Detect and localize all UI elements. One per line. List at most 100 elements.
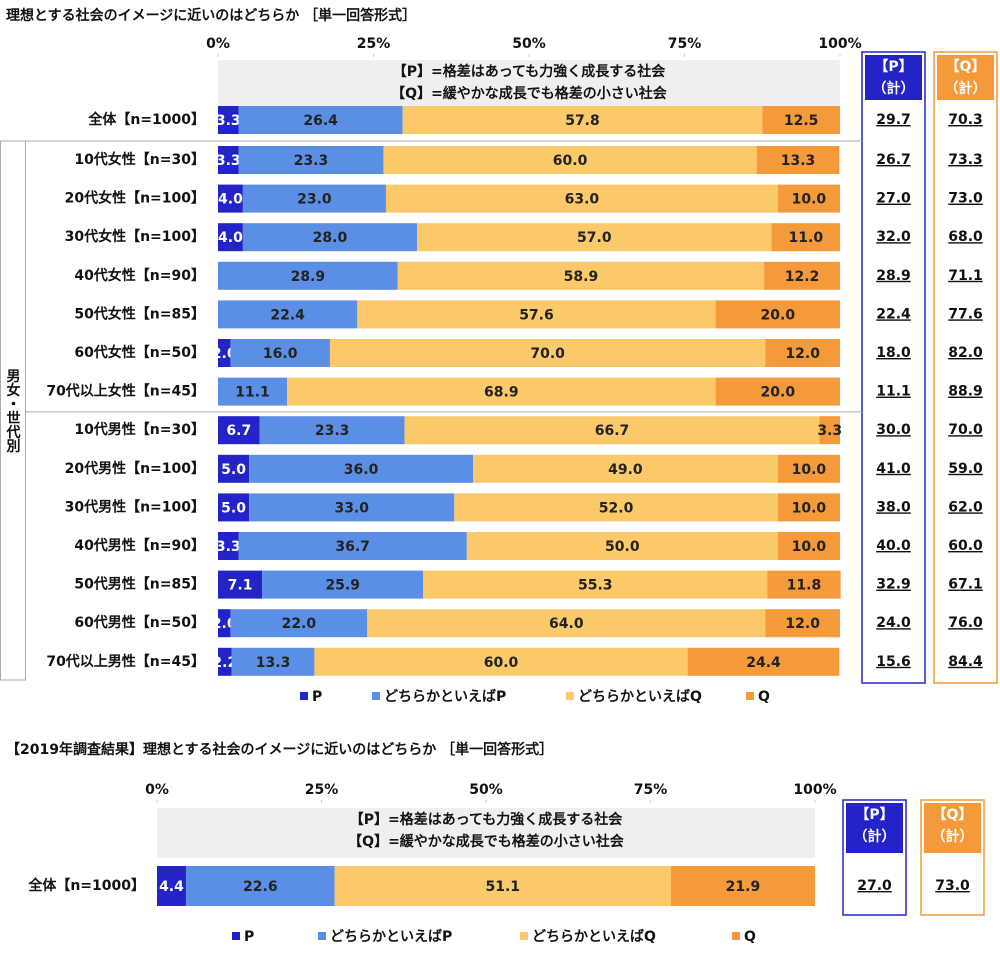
- total-value: 26.7: [876, 152, 911, 168]
- bar-segment: [762, 106, 840, 134]
- value-label: 57.6: [519, 307, 554, 323]
- bar-segment: [185, 866, 335, 906]
- total-value: 77.6: [948, 306, 983, 322]
- category-label: 60代男性【n=50】: [74, 614, 205, 631]
- category-label: 50代女性【n=85】: [74, 305, 205, 322]
- value-label: 2.2: [212, 655, 237, 671]
- total-value: 18.0: [876, 345, 911, 361]
- total-value: 30.0: [876, 422, 911, 438]
- value-label: 52.0: [599, 500, 634, 516]
- legend-label: P: [312, 689, 322, 705]
- total-value: 27.0: [876, 191, 911, 207]
- total-value: 28.9: [876, 268, 911, 284]
- value-label: 36.7: [335, 539, 370, 555]
- bar-segment: [157, 866, 186, 906]
- category-label: 全体【n=1000】: [87, 111, 205, 128]
- category-label: 全体【n=1000】: [27, 877, 145, 894]
- legend-marker: [232, 932, 240, 940]
- value-label: 28.9: [291, 269, 326, 285]
- x-tick-label: 25%: [305, 782, 339, 798]
- bar-segment: [687, 647, 840, 676]
- value-label: 12.0: [785, 346, 820, 362]
- category-label: 40代男性【n=90】: [74, 537, 205, 554]
- value-label: 36.0: [344, 462, 379, 478]
- x-tick-label: 50%: [512, 36, 546, 52]
- bar-segment: [777, 454, 840, 483]
- legend-label: どちらかといえばQ: [532, 929, 656, 945]
- total-value: 15.6: [876, 654, 911, 670]
- value-label: 22.6: [243, 879, 278, 895]
- bar-segment: [423, 570, 768, 599]
- legend-label: どちらかといえばQ: [578, 689, 702, 705]
- value-label: 13.3: [256, 655, 291, 671]
- value-label: 22.0: [282, 616, 317, 632]
- category-label: 10代女性【n=30】: [74, 151, 205, 168]
- category-label: 70代以上男性【n=45】: [46, 653, 205, 670]
- x-tick-label: 100%: [818, 36, 861, 52]
- total-header: 【P】: [874, 59, 912, 75]
- bar-segment: [242, 184, 386, 213]
- value-label: 3.3: [216, 153, 241, 169]
- note: 【P】=格差はあっても力強く成長する社会: [350, 811, 624, 828]
- bar-segment: [777, 493, 840, 522]
- bar-segment: [218, 454, 250, 483]
- total-value: 67.1: [948, 577, 983, 593]
- total-value: 29.7: [876, 112, 911, 128]
- total-value: 32.9: [876, 577, 911, 593]
- value-label: 3.3: [817, 423, 842, 439]
- bar-segment: [329, 339, 766, 367]
- legend-marker: [520, 932, 528, 940]
- group-label: 男女・世代別: [5, 369, 22, 454]
- bar-segment: [715, 377, 840, 406]
- value-label: 55.3: [578, 578, 613, 594]
- bar-segment: [218, 532, 239, 560]
- value-label: 4.4: [159, 879, 184, 895]
- total-value: 70.3: [948, 112, 983, 128]
- legend-marker: [746, 692, 754, 700]
- bar-segment: [218, 223, 243, 252]
- total-header: （計）: [873, 80, 915, 97]
- bar-segment: [218, 300, 358, 329]
- value-label: 23.0: [297, 192, 332, 208]
- total-value: 68.0: [948, 229, 983, 245]
- value-label: 68.9: [484, 385, 519, 401]
- bar-segment: [218, 261, 398, 290]
- bar-segment: [765, 339, 840, 367]
- category-label: 20代女性【n=100】: [65, 190, 205, 207]
- category-label: 30代男性【n=100】: [65, 498, 205, 515]
- value-label: 4.0: [218, 230, 243, 246]
- total-header: 【P】: [855, 807, 893, 823]
- bar-segment: [764, 261, 840, 290]
- bar-segment: [218, 416, 260, 445]
- bar-segment: [218, 377, 288, 406]
- bar-segment: [417, 223, 772, 252]
- total-header-bg: [937, 55, 994, 100]
- category-label: 30代女性【n=100】: [65, 228, 205, 245]
- value-label: 28.0: [313, 230, 348, 246]
- bar-segment: [242, 223, 418, 252]
- value-label: 20.0: [761, 307, 796, 323]
- x-tick-label: 50%: [469, 782, 503, 798]
- value-label: 5.0: [221, 500, 246, 516]
- bar-segment: [777, 184, 840, 213]
- bar-segment: [238, 146, 384, 174]
- value-label: 22.4: [270, 307, 305, 323]
- legend-label: P: [244, 929, 254, 945]
- value-label: 58.9: [564, 269, 599, 285]
- value-label: 23.3: [315, 423, 350, 439]
- note: 【P】=格差はあっても力強く成長する社会: [393, 63, 667, 80]
- total-value: 24.0: [876, 615, 911, 631]
- value-label: 12.0: [785, 616, 820, 632]
- value-label: 57.8: [565, 113, 600, 129]
- bar-segment: [259, 416, 405, 445]
- bar-segment: [230, 339, 330, 367]
- value-label: 16.0: [263, 346, 298, 362]
- bar-segment: [454, 493, 778, 522]
- total-value: 32.0: [876, 229, 911, 245]
- value-label: 10.0: [792, 462, 827, 478]
- value-label: 20.0: [761, 385, 796, 401]
- value-label: 26.4: [303, 113, 338, 129]
- value-label: 6.7: [226, 423, 251, 439]
- legend-marker: [732, 932, 740, 940]
